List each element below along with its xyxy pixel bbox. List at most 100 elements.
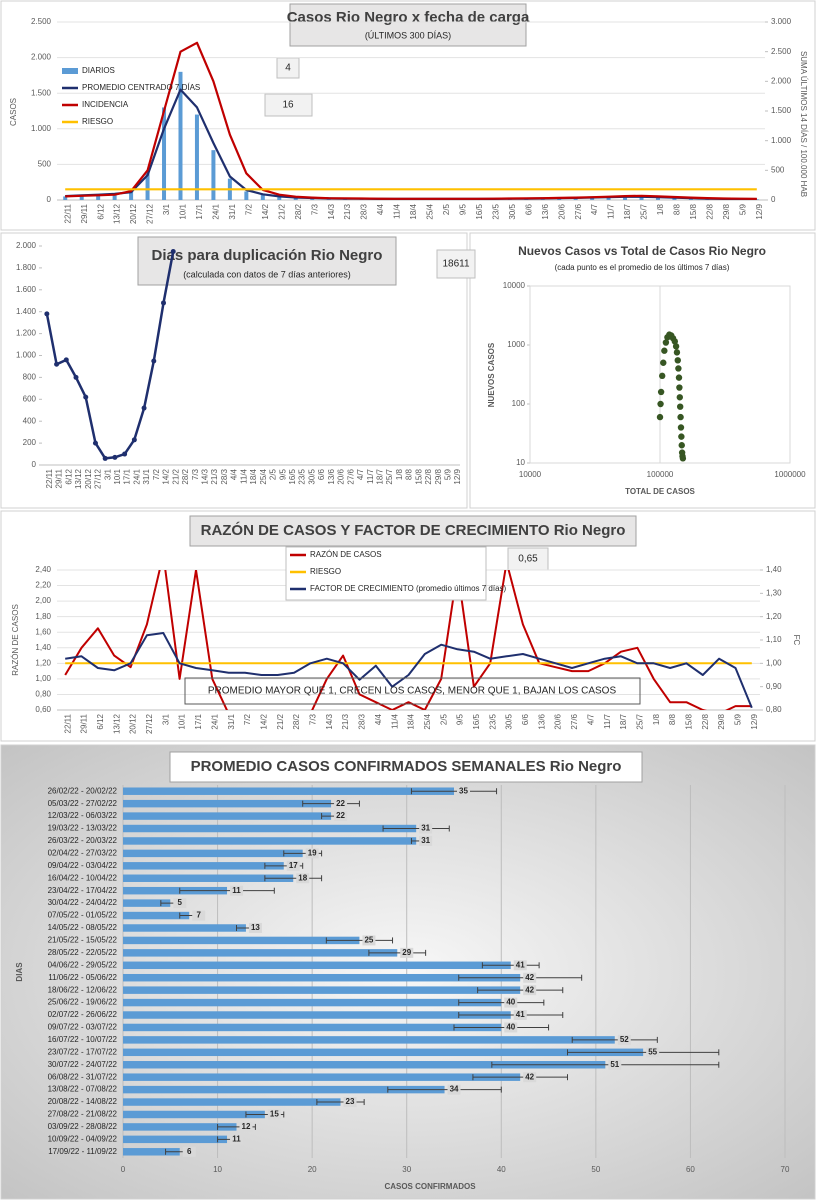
point	[141, 405, 147, 411]
value-label-bg	[192, 910, 206, 921]
point	[678, 433, 685, 440]
line	[45, 251, 175, 460]
x-tick-label: 13/6	[537, 713, 546, 729]
title-box	[289, 3, 527, 47]
x-tick-label: 14/3	[201, 468, 210, 484]
bar	[123, 1085, 445, 1094]
x-tick-label: 13/12	[112, 713, 121, 734]
x-tick-label: 31/1	[228, 203, 237, 219]
bar	[123, 986, 521, 994]
x-tick-label: 6/12	[64, 468, 73, 484]
x-tick-label: 10/1	[113, 468, 122, 484]
x-tick-label: 28/2	[294, 203, 303, 219]
line	[65, 632, 753, 709]
x-tick-label: 29/8	[722, 203, 731, 219]
x-tick-label: 11/7	[366, 468, 375, 484]
x-tick-label: 5/9	[738, 203, 747, 215]
y-tick-label: 30/04/22 - 24/04/22	[48, 898, 118, 907]
value-label: 55	[648, 1047, 657, 1056]
bar	[123, 936, 360, 945]
point	[677, 413, 684, 421]
x-tick-label: 24/1	[210, 713, 219, 729]
x-tick-label: 11/4	[393, 203, 402, 219]
point	[161, 300, 167, 306]
value-label-bg	[523, 985, 537, 996]
x-tick-label: 12/9	[750, 713, 759, 729]
point	[675, 374, 683, 381]
point	[63, 357, 69, 363]
x-tick-label: 6/12	[96, 713, 105, 729]
value-label-bg	[230, 1134, 244, 1145]
value-label-bg	[286, 860, 300, 871]
bar	[63, 196, 68, 200]
point	[151, 358, 157, 364]
value-label-bg	[362, 935, 376, 946]
y-tick-label: 100	[512, 399, 526, 408]
value-label-bg	[239, 1121, 253, 1132]
point	[657, 400, 664, 408]
y-tick-label: 1.400	[16, 307, 37, 316]
x-tick-label: 20/6	[337, 468, 346, 484]
x-tick-label: 28/3	[358, 713, 367, 729]
x-tick-label: 27/12	[94, 468, 103, 489]
x-tick-label: 22/8	[701, 713, 710, 729]
y-tick-label: 1.600	[16, 285, 37, 294]
bar	[162, 107, 167, 200]
annotation: PROMEDIO MAYOR QUE 1, CRECEN LOS CASOS, …	[208, 686, 617, 697]
x-tick-label: 27/12	[145, 713, 154, 734]
x-tick-label: 18/7	[623, 203, 632, 219]
x-tick-label: 14/3	[327, 203, 336, 219]
y-tick-label: 10	[516, 458, 525, 467]
y2-axis-label: FC	[792, 635, 801, 646]
chart-title: PROMEDIO CASOS CONFIRMADOS SEMANALES Rio…	[191, 758, 622, 775]
value-label: 22	[336, 811, 345, 820]
x-tick-label: 25/7	[640, 203, 649, 219]
y-tick-label: 18/06/22 - 12/06/22	[48, 985, 118, 994]
value-label: 51	[610, 1060, 619, 1069]
x-tick-label: 6/6	[317, 468, 326, 480]
x-axis-label: CASOS CONFIRMADOS	[384, 1182, 476, 1191]
legend-label: RIESGO	[82, 117, 113, 126]
value-label: 40	[506, 998, 515, 1007]
bar	[123, 949, 398, 957]
annotation-box	[184, 677, 641, 705]
y-tick-label: 26/03/22 - 20/03/22	[48, 836, 118, 845]
point	[660, 359, 667, 366]
x-tick-label: 21/3	[210, 468, 219, 484]
bar	[672, 197, 677, 200]
bar	[123, 998, 502, 1007]
y-tick-label: 600	[23, 394, 37, 403]
x-tick-label: 11/7	[607, 203, 616, 219]
x-tick-label: 21/2	[276, 713, 285, 729]
y-tick-label: 2,20	[35, 581, 51, 590]
value-label-bg	[617, 1034, 631, 1045]
y-tick-label: 05/03/22 - 27/02/22	[48, 799, 118, 808]
x-tick-label: 16/5	[288, 468, 297, 484]
x-tick-label: 2/5	[269, 468, 278, 480]
x-tick-label: 15/8	[414, 468, 423, 484]
value-label: 29	[402, 948, 411, 957]
bar	[123, 1110, 265, 1119]
value-label-bg	[608, 1059, 622, 1070]
x-tick-label: 27/12	[146, 203, 155, 224]
point	[672, 343, 680, 350]
y-tick-label: 20/08/22 - 14/08/22	[48, 1097, 118, 1106]
x-tick-label: 11/4	[390, 713, 399, 729]
bar	[79, 195, 84, 200]
bar	[293, 197, 298, 200]
x-tick-label: 13/6	[327, 468, 336, 484]
x-tick-label: 10/1	[178, 713, 187, 729]
bar	[606, 197, 611, 200]
annotation: 4	[285, 63, 291, 74]
y2-axis-label: SUMA ÚLTIMOS 14 DÍAS / 100.000 HAB	[799, 51, 808, 197]
x-tick-label: 21/2	[277, 203, 286, 219]
x-tick-label: 27/6	[570, 713, 579, 729]
point	[677, 424, 685, 431]
value-label: 31	[421, 824, 430, 833]
x-tick-label: 6/6	[521, 713, 530, 725]
value-label-bg	[513, 1010, 527, 1021]
x-tick-label: 1/8	[656, 203, 665, 215]
bar	[123, 1011, 511, 1019]
y-tick-label: 26/02/22 - 20/02/22	[48, 786, 118, 795]
